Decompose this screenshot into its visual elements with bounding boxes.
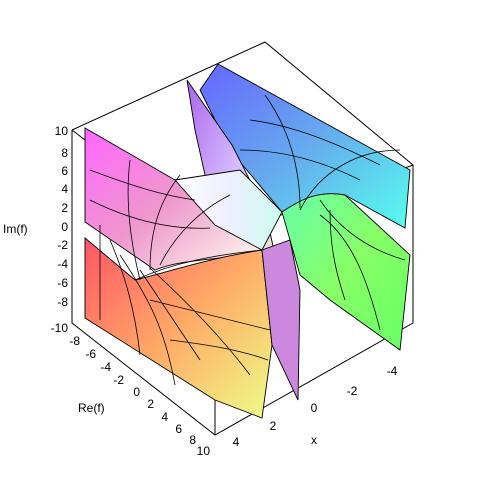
x-tick-label: 0	[311, 401, 318, 415]
re-tick-label: 0	[133, 385, 140, 399]
im-tick-label: 4	[61, 182, 68, 196]
surface	[84, 63, 411, 419]
surface-center	[174, 169, 283, 251]
re-tick-label: 4	[161, 410, 168, 424]
surface-sheet-lower-wing	[261, 239, 301, 401]
im-tick-label: -10	[51, 321, 69, 335]
re-tick-label: 6	[175, 422, 182, 436]
surface-sheet-right-bottom	[281, 193, 411, 351]
re-tick-label: -2	[113, 373, 124, 387]
re-tick-label: -6	[85, 347, 96, 361]
re-tick-label: -4	[100, 360, 111, 374]
re-tick-label: 8	[189, 433, 196, 447]
re-tick-label: -8	[69, 334, 80, 348]
im-tick-label: 0	[61, 220, 68, 234]
im-tick-label: -2	[57, 238, 68, 252]
re-tick-label: 10	[197, 444, 211, 458]
im-tick-label: -6	[57, 276, 68, 290]
x-tick-label: 4	[233, 435, 240, 449]
x-tick-label: -4	[387, 364, 398, 378]
re-axis-title: Re(f)	[78, 401, 105, 415]
re-axis: -8 -6 -4 -2 0 2 4 6 8 10 Re(f)	[69, 334, 210, 458]
x-axis: 4 2 0 -2 -4 x	[233, 364, 398, 449]
im-tick-label: 8	[61, 146, 68, 160]
im-tick-label: 2	[61, 201, 68, 215]
im-axis: 10 8 6 4 2 0 -2 -4 -6 -8 -10 Im(f)	[3, 124, 68, 335]
x-tick-label: 2	[270, 419, 277, 433]
x-axis-title: x	[311, 433, 317, 447]
im-tick-label: 10	[55, 124, 69, 138]
im-tick-label: -8	[57, 295, 68, 309]
re-tick-label: 2	[147, 397, 154, 411]
im-tick-label: -4	[57, 257, 68, 271]
im-axis-title: Im(f)	[3, 222, 28, 236]
x-tick-label: -2	[347, 384, 358, 398]
im-tick-label: 6	[61, 164, 68, 178]
